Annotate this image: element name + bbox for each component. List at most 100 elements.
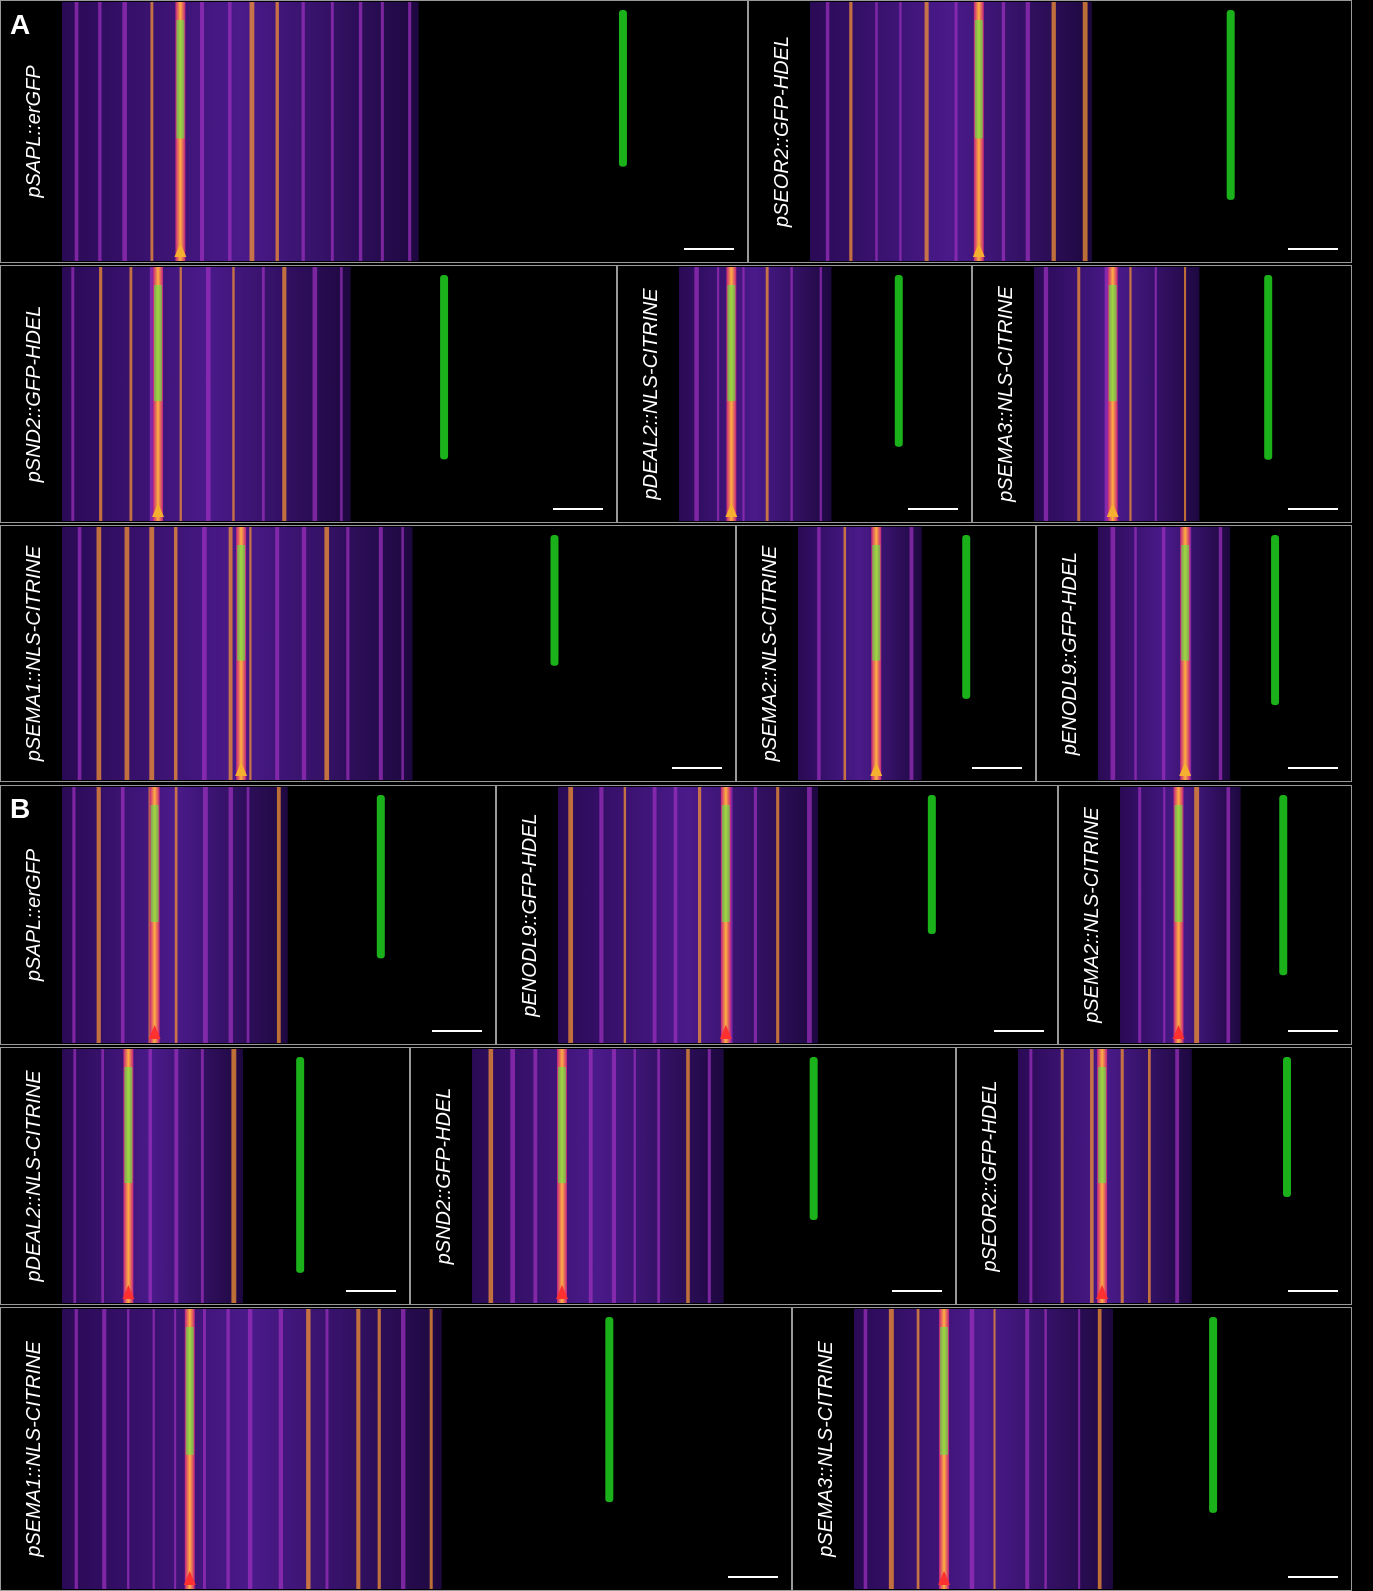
cell-file xyxy=(359,2,362,261)
cell-file xyxy=(820,267,822,521)
cell-file xyxy=(1219,527,1222,780)
cell-file xyxy=(174,527,177,780)
cell-file xyxy=(1090,1049,1094,1303)
cell-file xyxy=(150,2,153,261)
panel-label: pSEMA2::NLS-CITRINE xyxy=(1081,807,1103,1024)
panel-label: pSEMA3::NLS-CITRINE xyxy=(815,1341,837,1558)
cell-file xyxy=(78,527,82,780)
panel: pSAPL::erGFP xyxy=(1,1,748,263)
cell-file xyxy=(97,527,102,780)
panel-label: pSEMA1::NLS-CITRINE xyxy=(23,545,45,762)
gfp-overlay xyxy=(186,1327,194,1455)
cell-file xyxy=(206,267,211,521)
cell-file xyxy=(1175,1049,1179,1303)
panel: pSEMA1::NLS-CITRINE xyxy=(1,1308,792,1591)
cell-file xyxy=(776,787,779,1043)
cell-file xyxy=(1061,1049,1064,1303)
merged-image xyxy=(798,527,922,780)
cell-file xyxy=(326,1309,329,1589)
cell-file xyxy=(97,787,101,1043)
cell-file xyxy=(589,1049,593,1303)
cell-file xyxy=(277,787,281,1043)
cell-file xyxy=(742,267,744,521)
cell-file xyxy=(122,2,127,261)
cell-file xyxy=(324,527,329,780)
cell-file xyxy=(925,2,929,261)
cell-file xyxy=(899,2,901,261)
cell-file xyxy=(75,1309,78,1589)
panel-label: pSEOR2::GFP-HDEL xyxy=(771,36,793,228)
panel-label: pSAPL::erGFP xyxy=(23,65,45,199)
cell-file xyxy=(1029,1049,1032,1303)
gfp-signal xyxy=(550,535,558,666)
cell-file xyxy=(708,1049,711,1303)
cell-file xyxy=(1148,1049,1151,1303)
cell-file xyxy=(807,787,812,1043)
cell-file xyxy=(250,2,255,261)
gfp-signal xyxy=(1227,10,1235,200)
cell-file xyxy=(1002,2,1005,261)
cell-file xyxy=(754,787,757,1043)
cell-file xyxy=(694,267,699,521)
cell-file xyxy=(917,1309,920,1589)
gfp-signal xyxy=(296,1057,304,1273)
gfp-overlay xyxy=(154,285,162,401)
cell-file xyxy=(533,1049,537,1303)
gfp-signal xyxy=(377,795,385,958)
cell-file xyxy=(331,2,334,261)
cell-file xyxy=(125,527,130,780)
merged-image xyxy=(62,1049,243,1303)
cell-file xyxy=(127,1309,129,1589)
cell-file xyxy=(262,267,265,521)
cell-file xyxy=(910,527,914,780)
cell-file xyxy=(102,1309,106,1589)
gfp-overlay xyxy=(872,545,880,661)
cell-file xyxy=(99,267,102,521)
cell-file xyxy=(1163,787,1165,1043)
panel: pSEMA2::NLS-CITRINE xyxy=(737,526,1036,782)
cell-file xyxy=(1129,267,1131,521)
cell-file xyxy=(401,1309,405,1589)
panel-label: pSND2::GFP-HDEL xyxy=(23,306,45,484)
panel: pENODL9::GFP-HDEL xyxy=(1037,526,1352,782)
cell-file xyxy=(340,267,343,521)
cell-file xyxy=(229,787,233,1043)
cell-file xyxy=(379,527,383,780)
cell-file xyxy=(149,527,154,780)
section-letter: B xyxy=(10,793,30,824)
cell-file xyxy=(1162,527,1165,780)
cell-file xyxy=(275,527,279,780)
gfp-overlay xyxy=(151,805,159,922)
panel: pSEMA2::NLS-CITRINE xyxy=(1059,786,1352,1045)
gfp-overlay xyxy=(727,285,735,401)
gfp-overlay xyxy=(176,20,184,138)
cell-file xyxy=(378,1309,381,1589)
cell-file xyxy=(203,1309,206,1589)
cell-file xyxy=(875,2,877,261)
cell-file xyxy=(864,1309,868,1589)
cell-file xyxy=(686,1049,690,1303)
panel: pSND2::GFP-HDEL xyxy=(1,266,617,523)
gfp-signal xyxy=(619,10,627,167)
cell-file xyxy=(1134,527,1136,780)
cell-file xyxy=(1098,1309,1102,1589)
panel-label: pSND2::GFP-HDEL xyxy=(433,1088,455,1266)
cell-file xyxy=(612,1049,616,1303)
cell-file xyxy=(955,2,958,261)
cell-file xyxy=(180,267,182,521)
cell-file xyxy=(313,267,318,521)
cell-file xyxy=(1025,1309,1029,1589)
cell-file xyxy=(175,787,178,1043)
cell-file xyxy=(717,267,719,521)
panel: pDEAL2::NLS-CITRINE xyxy=(618,266,972,523)
cell-file xyxy=(279,1309,283,1589)
cell-file xyxy=(844,527,847,780)
merged-image xyxy=(679,267,831,521)
cell-file xyxy=(276,2,279,261)
cell-file xyxy=(1026,2,1030,261)
cell-file xyxy=(356,1309,360,1589)
panel: pSEMA1::NLS-CITRINE xyxy=(1,526,736,782)
cell-file xyxy=(232,267,234,521)
cell-file xyxy=(202,527,207,780)
cell-file xyxy=(1138,787,1141,1043)
